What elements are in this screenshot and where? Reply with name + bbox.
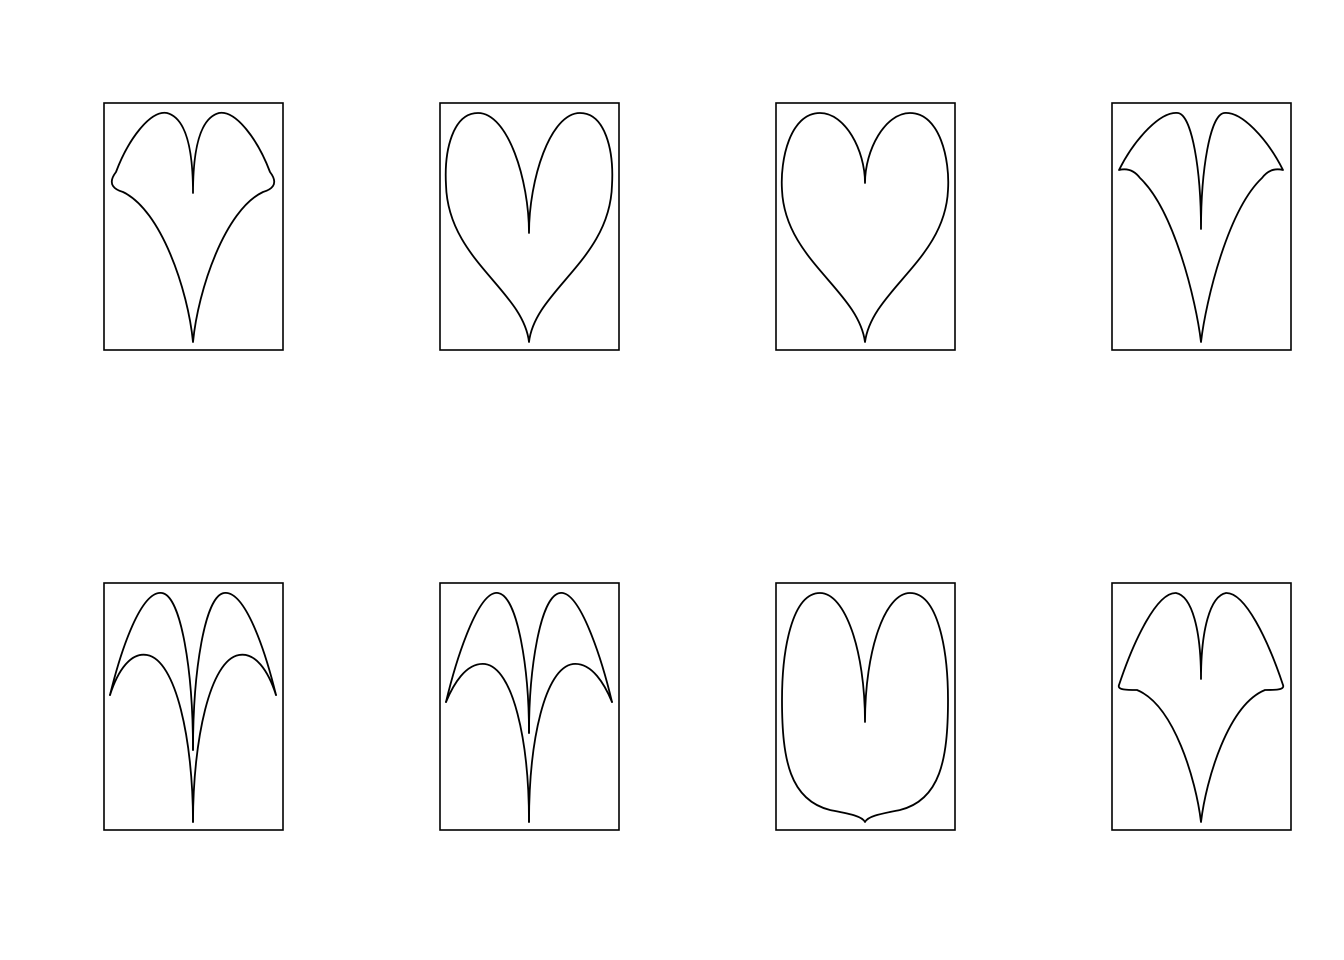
- curve-double-arch-inner: [192, 653, 277, 823]
- panel-8: [1111, 582, 1292, 831]
- panel-frame: [103, 582, 284, 831]
- curve-arrowhead: [1118, 112, 1284, 343]
- curve-double-arch-inner: [445, 663, 530, 823]
- panel-frame: [1111, 102, 1292, 351]
- curve-double-arch-outer: [528, 592, 613, 734]
- curve-rounded-u: [781, 592, 949, 823]
- curve-double-arch-outer: [445, 592, 530, 734]
- panel-5: [103, 582, 284, 831]
- panel-frame: [439, 102, 620, 351]
- panel-frame: [775, 582, 956, 831]
- curve-heart-narrow: [444, 112, 614, 343]
- curve-double-arch-outer: [109, 592, 194, 751]
- panel-1: [103, 102, 284, 351]
- panel-frame: [775, 102, 956, 351]
- panel-2: [439, 102, 620, 351]
- panel-6: [439, 582, 620, 831]
- panel-7: [775, 582, 956, 831]
- curve-double-arch-inner: [528, 663, 613, 823]
- curve-ginkgo-leaf: [110, 112, 276, 343]
- curve-double-arch-inner: [109, 653, 194, 823]
- curve-heart-classic: [780, 112, 950, 343]
- curve-double-arch-outer: [192, 592, 277, 751]
- panel-3: [775, 102, 956, 351]
- panel-4: [1111, 102, 1292, 351]
- panel-frame: [1111, 582, 1292, 831]
- panel-frame: [439, 582, 620, 831]
- curve-ginkgo-leaf: [1117, 592, 1285, 823]
- panel-frame: [103, 102, 284, 351]
